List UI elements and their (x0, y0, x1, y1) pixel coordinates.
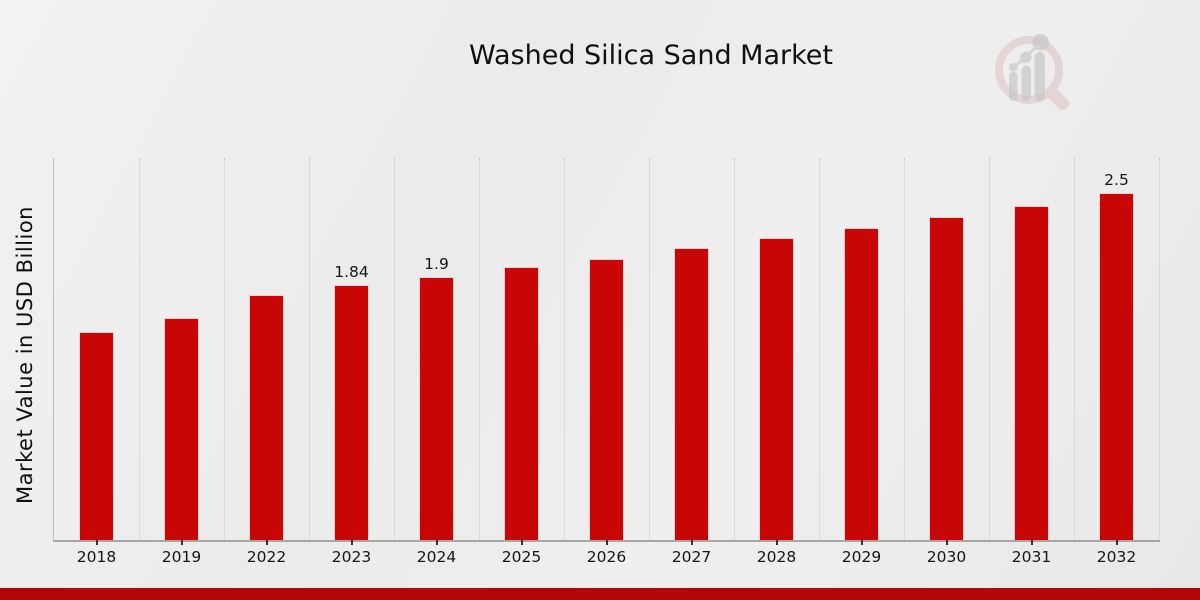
x-tick-label-2023: 2023 (331, 548, 372, 566)
x-tick-2028 (775, 540, 778, 545)
gridline (564, 158, 565, 540)
y-axis-label: Market Value in USD Billion (13, 206, 37, 504)
x-tick-2025 (520, 540, 523, 545)
bar-2023 (334, 285, 369, 540)
x-tick-2024 (435, 540, 438, 545)
gridline (224, 158, 225, 540)
bar-2032 (1099, 193, 1134, 540)
bar-2028 (759, 238, 794, 540)
bar-2022 (249, 295, 284, 540)
x-tick-label-2026: 2026 (586, 548, 627, 566)
x-tick-label-2029: 2029 (841, 548, 882, 566)
plot-area: 2018 2019 2022 2023 1.84 2024 1.9 2025 2026 2027 2… (53, 158, 1160, 566)
x-tick-label-2032: 2032 (1096, 548, 1137, 566)
bar-2027 (674, 248, 709, 540)
gridline (989, 158, 990, 540)
x-tick-label-2022: 2022 (246, 548, 287, 566)
value-label-2023: 1.84 (334, 263, 369, 281)
bar-2030 (929, 217, 964, 540)
x-tick-label-2027: 2027 (671, 548, 712, 566)
x-tick-2022 (265, 540, 268, 545)
bar-2031 (1014, 206, 1049, 540)
gridline (1159, 158, 1160, 540)
x-tick-2031 (1030, 540, 1033, 545)
x-tick-label-2028: 2028 (756, 548, 797, 566)
x-tick-label-2030: 2030 (926, 548, 967, 566)
x-tick-label-2024: 2024 (416, 548, 457, 566)
gridline (649, 158, 650, 540)
bar-2029 (844, 228, 879, 540)
x-tick-2032 (1115, 540, 1118, 545)
gridline (734, 158, 735, 540)
gridline (394, 158, 395, 540)
x-tick-2018 (95, 540, 98, 545)
x-tick-2027 (690, 540, 693, 545)
bar-2025 (504, 267, 539, 540)
bar-2019 (164, 318, 199, 540)
x-tick-2029 (860, 540, 863, 545)
x-tick-2023 (350, 540, 353, 545)
x-tick-2026 (605, 540, 608, 545)
x-tick-2019 (180, 540, 183, 545)
chart-title: Washed Silica Sand Market (469, 40, 833, 71)
gridline (904, 158, 905, 540)
gridline (1074, 158, 1075, 540)
gridline (139, 158, 140, 540)
x-tick-2030 (945, 540, 948, 545)
x-tick-label-2019: 2019 (161, 548, 202, 566)
gridline (819, 158, 820, 540)
magnifier-chart-logo-icon (995, 33, 1069, 110)
gridline (479, 158, 480, 540)
value-label-2032: 2.5 (1104, 171, 1129, 189)
x-tick-label-2018: 2018 (76, 548, 117, 566)
x-tick-label-2031: 2031 (1011, 548, 1052, 566)
bar-2026 (589, 259, 624, 540)
bar-2018 (79, 332, 114, 540)
bottom-accent-bar (0, 588, 1200, 600)
gridline (309, 158, 310, 540)
bar-2024 (419, 277, 454, 540)
value-label-2024: 1.9 (424, 255, 449, 273)
x-tick-label-2025: 2025 (501, 548, 542, 566)
